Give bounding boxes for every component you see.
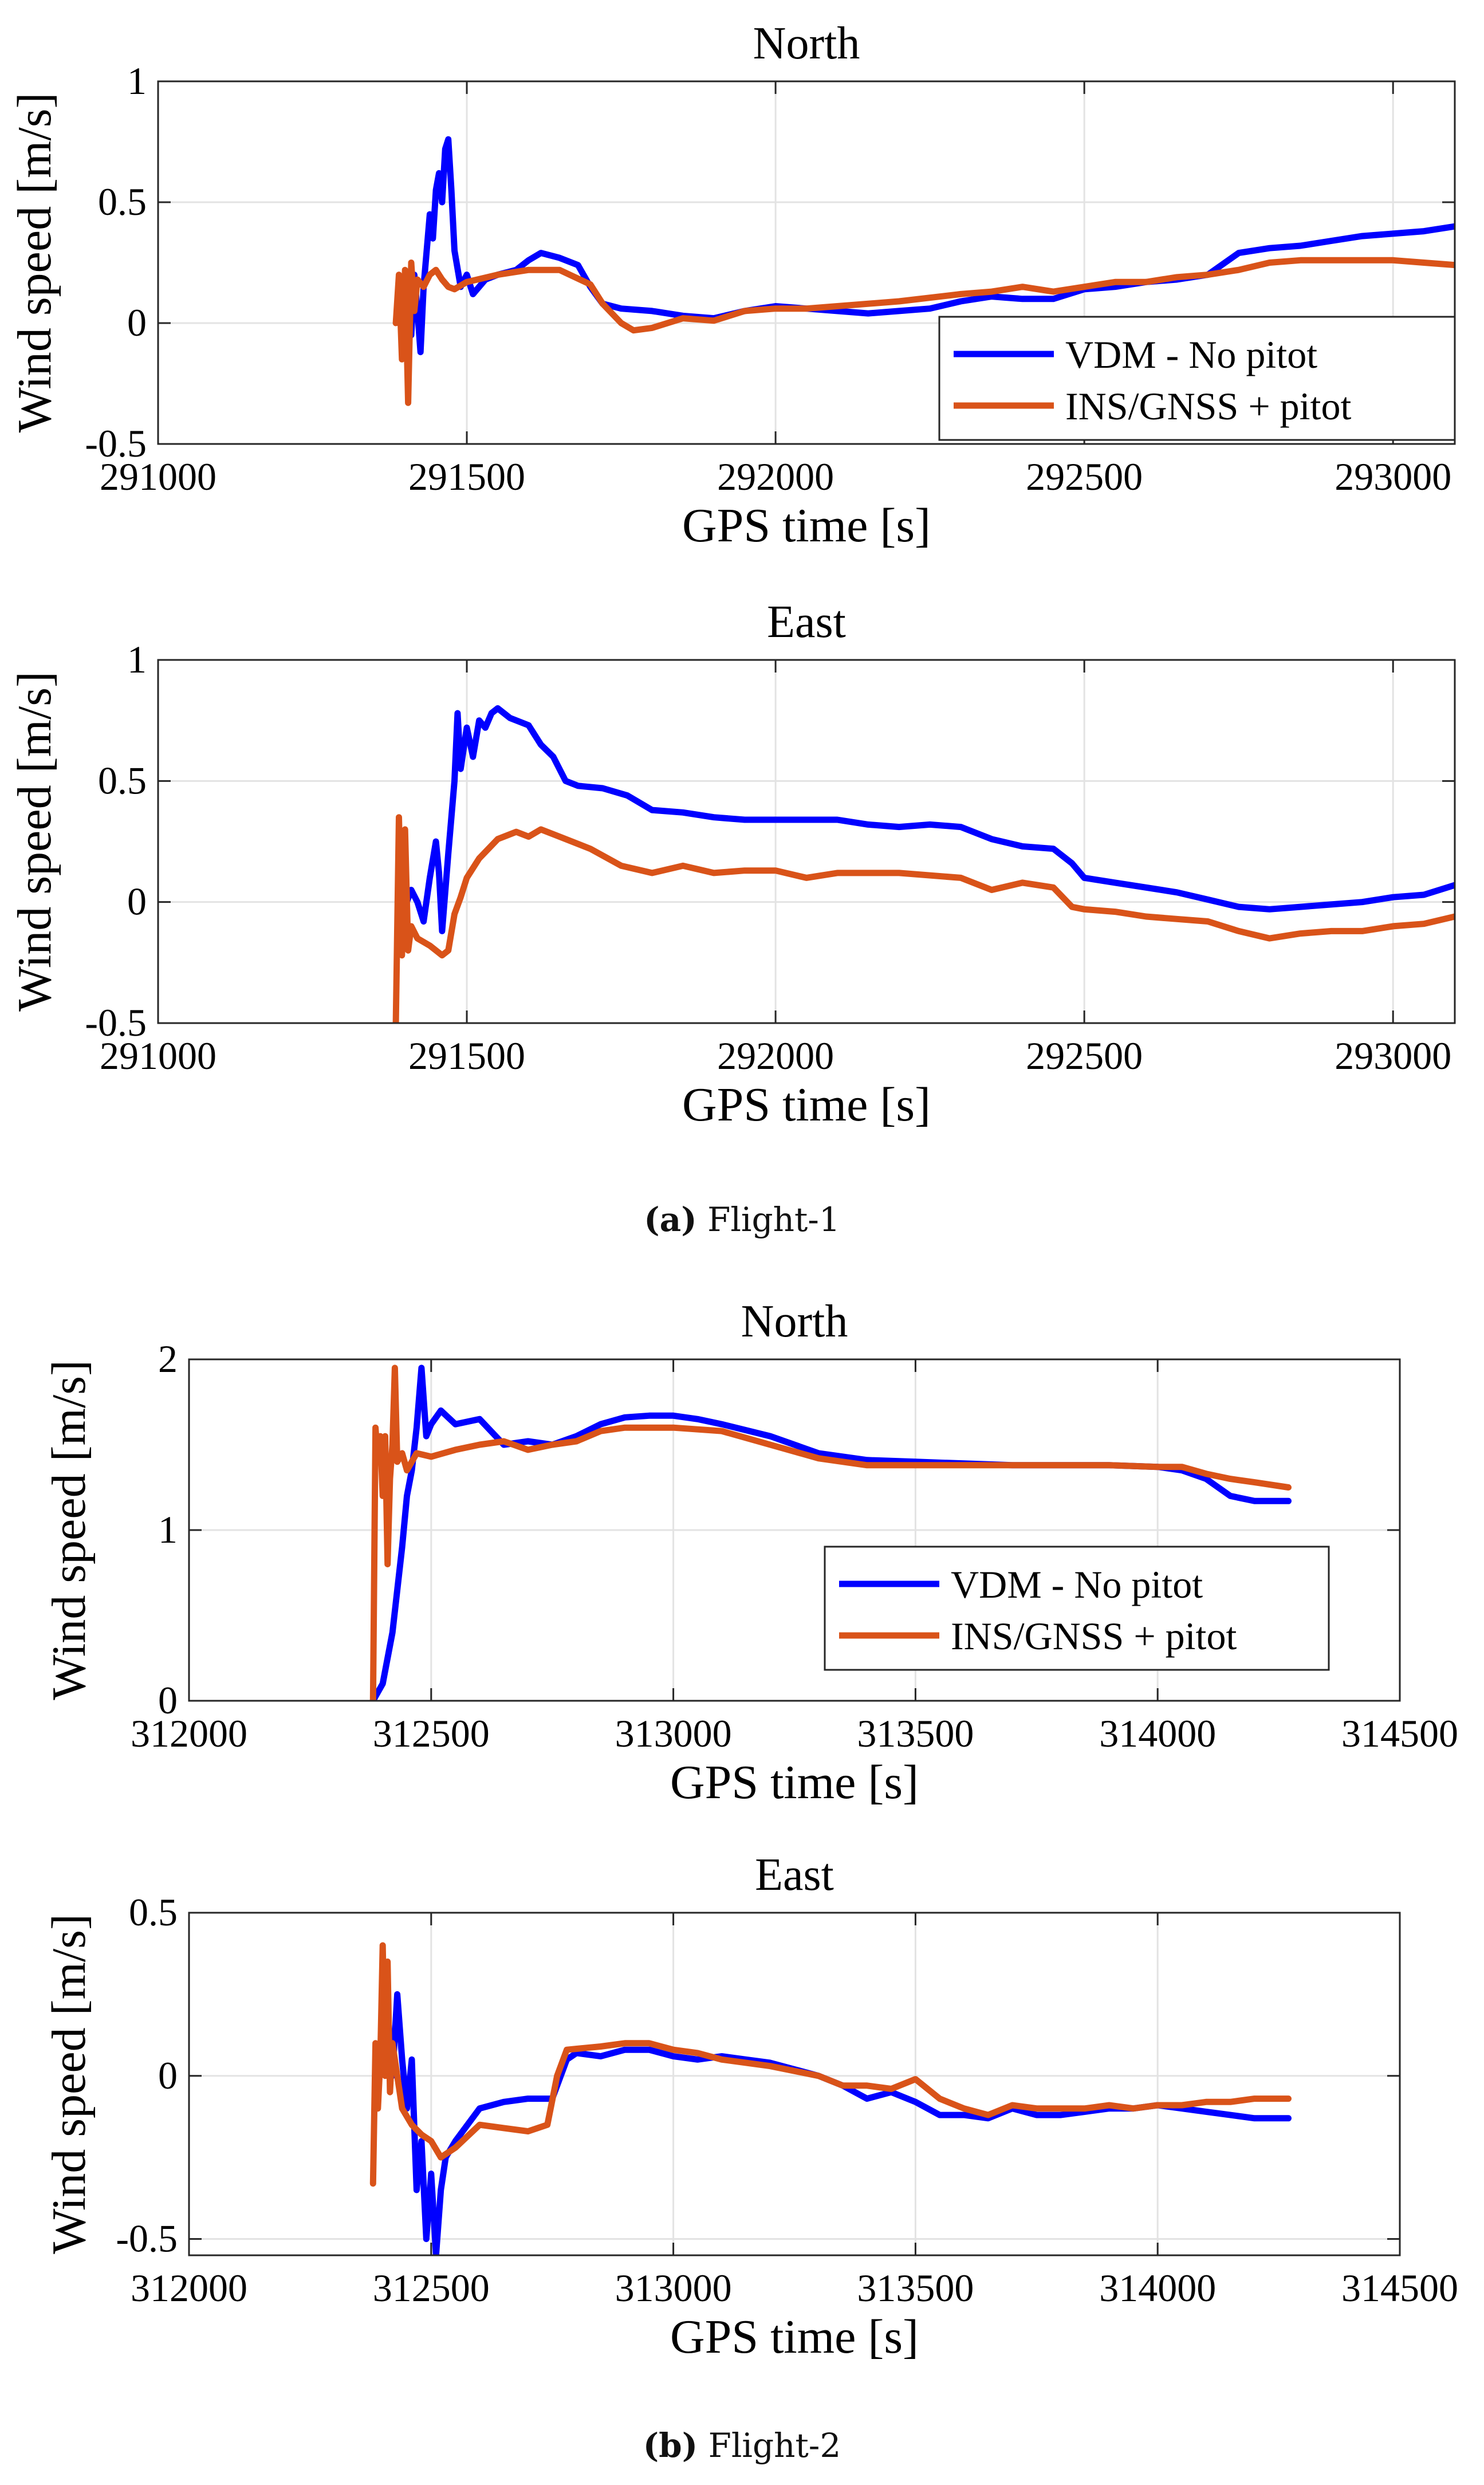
y-tick-label: 0 xyxy=(127,880,147,923)
y-axis-label: Wind speed [m/s] xyxy=(8,93,61,433)
x-tick-label: 292500 xyxy=(1026,455,1143,498)
x-tick-label: 312500 xyxy=(373,2266,490,2310)
chart-1: 291000 291500 292000 292500 293000 -0.5 0 0.5 1 N… xyxy=(8,18,1456,552)
y-tick-label: 0.5 xyxy=(98,758,147,802)
x-tick-label: 291500 xyxy=(408,1034,525,1078)
x-tick-label: 313000 xyxy=(615,1712,732,1755)
caption-letter: (b) xyxy=(643,2426,698,2465)
chart-3: 312000 312500 313000 313500 314000 314500 0 1 2 N… xyxy=(42,1296,1458,1809)
x-tick-label: 292000 xyxy=(717,455,834,498)
x-tick-label: 312000 xyxy=(131,1712,247,1755)
y-axis-label: Wind speed [m/s] xyxy=(42,1914,96,2254)
x-tick-label: 313000 xyxy=(615,2266,732,2310)
chart-4: 312000 312500 313000 313500 314000 314500 -0.5… xyxy=(42,1850,1458,2364)
y-tick-label: 1 xyxy=(127,638,147,681)
y-tick-label: -0.5 xyxy=(85,1001,147,1044)
legend: VDM - No pitot INS/GNSS + pitot xyxy=(938,316,1456,441)
x-tick-label: 312500 xyxy=(373,1712,490,1755)
x-tick-label: 314500 xyxy=(1341,1712,1458,1755)
y-axis-label: Wind speed [m/s] xyxy=(42,1360,96,1700)
y-tick-label: 0.5 xyxy=(129,1890,178,1934)
y-tick-label: -0.5 xyxy=(116,2217,178,2260)
y-tick-label: 0 xyxy=(158,1678,178,1722)
series-line-vdm xyxy=(379,1991,1292,2255)
x-tick-label: 292000 xyxy=(717,1034,834,1078)
legend-label-vdm: VDM - No pitot xyxy=(951,1563,1203,1606)
x-tick-label: 292500 xyxy=(1026,1034,1143,1078)
caption-text: Flight-2 xyxy=(698,2426,841,2465)
series-line-ins-gnss xyxy=(369,1365,1292,1701)
caption-flight-2: (b) Flight-2 xyxy=(0,2426,1484,2465)
x-axis-label: GPS time [s] xyxy=(670,1756,919,1809)
legend-label-vdm: VDM - No pitot xyxy=(1065,333,1317,376)
x-axis-label: GPS time [s] xyxy=(670,2310,919,2364)
x-tick-label: 293000 xyxy=(1335,455,1451,498)
x-tick-label: 291000 xyxy=(100,455,217,498)
x-tick-label: 312000 xyxy=(131,2266,247,2310)
y-tick-label: 2 xyxy=(158,1337,178,1381)
legend-box xyxy=(938,316,1456,441)
series-group xyxy=(392,705,1455,1023)
legend-label-ins-gnss: INS/GNSS + pitot xyxy=(1065,384,1351,428)
legend-box xyxy=(824,1546,1330,1671)
x-tick-label: 293000 xyxy=(1335,1034,1451,1078)
chart-2: 291000 291500 292000 292500 293000 -0.5 0 0.5 1 E… xyxy=(8,597,1456,1131)
x-tick-label: 291500 xyxy=(408,455,525,498)
x-axis-label: GPS time [s] xyxy=(682,1078,931,1131)
series-group xyxy=(392,136,1455,406)
y-tick-label: 1 xyxy=(127,59,147,103)
axis-box xyxy=(188,1912,1401,2256)
series-group xyxy=(369,1942,1292,2255)
y-tick-label: -0.5 xyxy=(85,422,147,465)
x-tick-label: 313500 xyxy=(857,2266,974,2310)
axis-box xyxy=(157,80,1456,445)
series-line-vdm xyxy=(401,705,1455,934)
y-tick-label: 0 xyxy=(127,301,147,344)
chart-title: North xyxy=(741,1296,848,1347)
x-tick-label: 314500 xyxy=(1341,2266,1458,2310)
x-axis-label: GPS time [s] xyxy=(682,499,931,552)
legend: VDM - No pitot INS/GNSS + pitot xyxy=(824,1546,1330,1671)
caption-text: Flight-1 xyxy=(696,1200,840,1239)
y-tick-label: 1 xyxy=(158,1508,178,1551)
series-line-ins-gnss xyxy=(392,814,1455,1023)
caption-letter: (a) xyxy=(644,1200,697,1239)
series-group xyxy=(369,1365,1292,1701)
x-tick-label: 314000 xyxy=(1099,1712,1216,1755)
axis-box xyxy=(157,659,1456,1024)
y-axis-label: Wind speed [m/s] xyxy=(8,671,61,1012)
legend-label-ins-gnss: INS/GNSS + pitot xyxy=(951,1614,1237,1658)
chart-title: East xyxy=(767,597,846,647)
x-tick-label: 313500 xyxy=(857,1712,974,1755)
chart-title: North xyxy=(753,18,860,69)
plot-area xyxy=(189,1913,1400,2255)
y-tick-label: 0.5 xyxy=(98,180,147,223)
x-tick-label: 314000 xyxy=(1099,2266,1216,2310)
x-tick-label: 291000 xyxy=(100,1034,217,1078)
y-tick-label: 0 xyxy=(158,2054,178,2097)
caption-flight-1: (a) Flight-1 xyxy=(0,1200,1484,1239)
series-line-ins-gnss xyxy=(392,257,1455,406)
series-line-ins-gnss xyxy=(369,1942,1292,2187)
chart-title: East xyxy=(755,1850,834,1900)
plot-area xyxy=(158,660,1455,1023)
